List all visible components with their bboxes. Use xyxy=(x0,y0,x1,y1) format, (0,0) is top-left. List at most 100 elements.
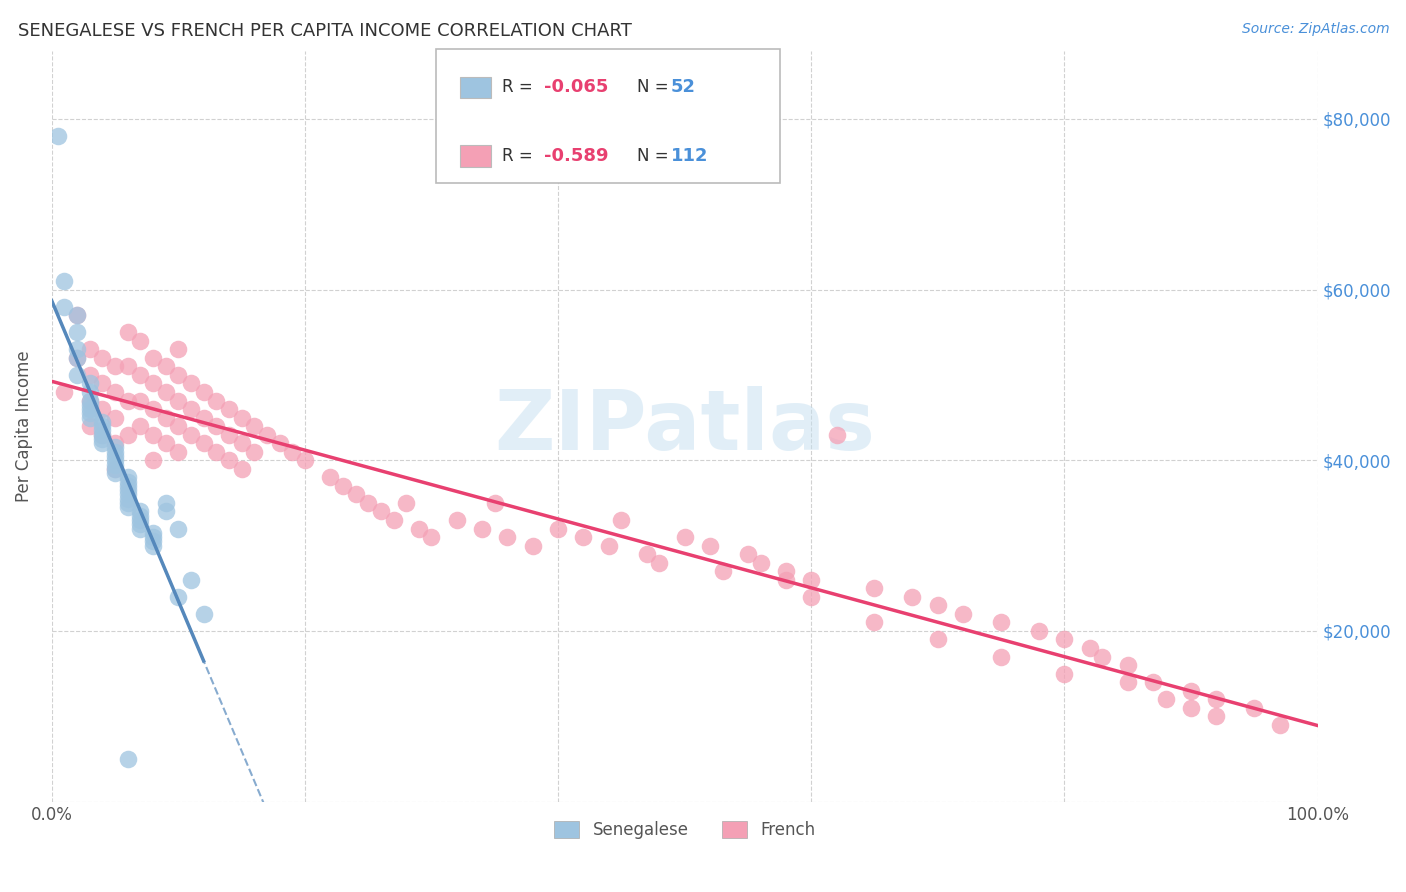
Point xyxy=(53,274,76,288)
Point xyxy=(420,530,443,544)
Point xyxy=(1053,666,1076,681)
Point xyxy=(79,393,101,408)
Point xyxy=(104,441,127,455)
Point xyxy=(142,453,165,467)
Point xyxy=(155,359,177,374)
Point xyxy=(104,436,127,450)
Point xyxy=(370,504,392,518)
Point xyxy=(522,539,544,553)
Point xyxy=(167,419,190,434)
Point xyxy=(66,325,89,339)
Point xyxy=(990,615,1012,630)
Legend: Senegalese, French: Senegalese, French xyxy=(547,814,823,846)
Point xyxy=(129,517,152,532)
Point xyxy=(167,522,190,536)
Point xyxy=(142,402,165,417)
Point xyxy=(927,599,949,613)
Point xyxy=(104,466,127,480)
Point xyxy=(737,547,759,561)
Point xyxy=(117,325,139,339)
Point xyxy=(129,513,152,527)
Point xyxy=(901,590,924,604)
Point xyxy=(129,368,152,382)
Point xyxy=(79,343,101,357)
Point xyxy=(91,351,114,365)
Point xyxy=(256,427,278,442)
Point xyxy=(104,462,127,476)
Point xyxy=(117,496,139,510)
Point xyxy=(167,393,190,408)
Point xyxy=(344,487,367,501)
Point xyxy=(117,470,139,484)
Point xyxy=(66,368,89,382)
Point xyxy=(66,343,89,357)
Point xyxy=(79,402,101,417)
Point xyxy=(66,308,89,322)
Point xyxy=(1268,718,1291,732)
Point xyxy=(357,496,380,510)
Point xyxy=(1028,624,1050,638)
Point xyxy=(547,522,569,536)
Point xyxy=(53,300,76,314)
Point xyxy=(572,530,595,544)
Point xyxy=(155,410,177,425)
Point xyxy=(117,359,139,374)
Point xyxy=(800,573,823,587)
Point xyxy=(825,427,848,442)
Point xyxy=(218,402,240,417)
Point xyxy=(79,368,101,382)
Point xyxy=(218,427,240,442)
Point xyxy=(129,393,152,408)
Point xyxy=(129,504,152,518)
Point xyxy=(104,410,127,425)
Point xyxy=(167,343,190,357)
Point xyxy=(1116,658,1139,673)
Point xyxy=(673,530,696,544)
Point xyxy=(1078,640,1101,655)
Point xyxy=(66,351,89,365)
Text: 52: 52 xyxy=(671,78,696,96)
Point xyxy=(749,556,772,570)
Point xyxy=(269,436,291,450)
Point xyxy=(471,522,494,536)
Point xyxy=(104,453,127,467)
Point xyxy=(46,128,69,143)
Y-axis label: Per Capita Income: Per Capita Income xyxy=(15,351,32,502)
Point xyxy=(863,581,886,595)
Point xyxy=(66,351,89,365)
Point xyxy=(142,351,165,365)
Point xyxy=(117,427,139,442)
Point xyxy=(243,444,266,458)
Point xyxy=(91,419,114,434)
Point xyxy=(180,573,202,587)
Point xyxy=(598,539,620,553)
Point xyxy=(104,458,127,472)
Point xyxy=(1154,692,1177,706)
Text: R =: R = xyxy=(502,147,538,165)
Point xyxy=(496,530,519,544)
Point xyxy=(218,453,240,467)
Point xyxy=(408,522,430,536)
Point xyxy=(129,419,152,434)
Point xyxy=(294,453,316,467)
Point xyxy=(484,496,506,510)
Point xyxy=(91,415,114,429)
Point xyxy=(79,410,101,425)
Point xyxy=(117,752,139,766)
Text: -0.065: -0.065 xyxy=(544,78,609,96)
Point xyxy=(117,491,139,506)
Point xyxy=(180,427,202,442)
Point xyxy=(648,556,671,570)
Point xyxy=(193,436,215,450)
Point xyxy=(990,649,1012,664)
Point xyxy=(193,607,215,621)
Point xyxy=(117,393,139,408)
Point xyxy=(142,376,165,391)
Point xyxy=(79,393,101,408)
Point xyxy=(66,308,89,322)
Point xyxy=(231,436,253,450)
Point xyxy=(205,444,228,458)
Point xyxy=(142,427,165,442)
Point xyxy=(1180,700,1202,714)
Point xyxy=(117,479,139,493)
